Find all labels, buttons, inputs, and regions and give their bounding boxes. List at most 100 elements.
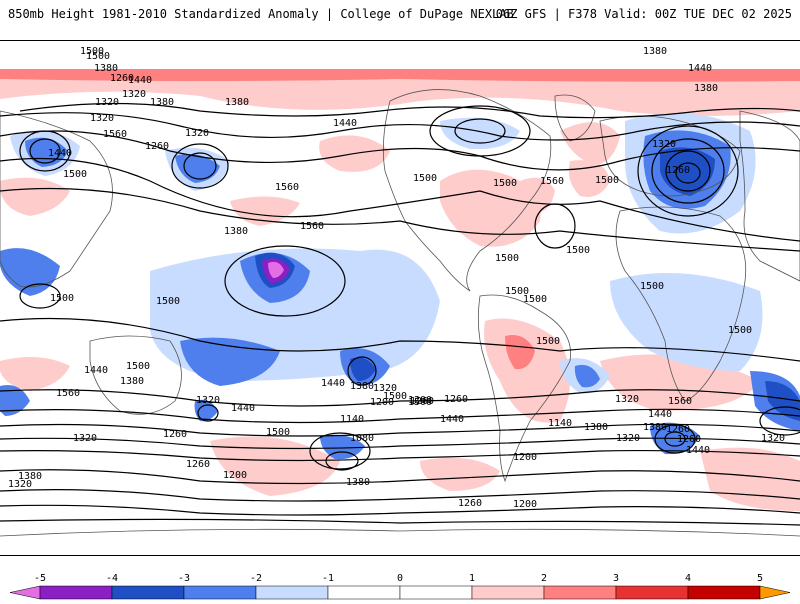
contour-label: 1500 bbox=[266, 427, 290, 438]
contour-label: 1560 bbox=[300, 221, 324, 232]
contour-label: 1260 bbox=[410, 396, 434, 407]
colorbar-tick-labels: -5 -4 -3 -2 -1 0 1 2 3 4 5 bbox=[0, 573, 800, 585]
low-indian-south bbox=[197, 404, 219, 422]
greenland-outline bbox=[554, 94, 596, 142]
europe-positive bbox=[560, 122, 620, 166]
arctic-strong-positive bbox=[0, 69, 800, 82]
contour-label: 1260 bbox=[110, 73, 134, 84]
africa-negative bbox=[610, 273, 763, 371]
colorbar-segment bbox=[471, 585, 545, 600]
contour-label: 1320 bbox=[73, 433, 97, 444]
height-contours bbox=[0, 102, 800, 526]
contour-label: 1320 bbox=[90, 113, 114, 124]
colorbar-segment bbox=[543, 585, 617, 600]
contour-label: 1560 bbox=[56, 388, 80, 399]
contour-label: 1560 bbox=[103, 129, 127, 140]
colorbar-max-arrow bbox=[759, 585, 791, 600]
contour-label: 1500 bbox=[86, 51, 110, 62]
contour-1380-south bbox=[0, 437, 800, 450]
contour-label: 1260 bbox=[666, 424, 690, 435]
sa-strong-positive bbox=[505, 335, 535, 370]
atlantic-south-negative-core bbox=[574, 364, 600, 388]
contour-label: 1500 bbox=[63, 169, 87, 180]
sw-pacific-negative bbox=[0, 385, 30, 416]
colorbar-svg bbox=[9, 585, 791, 600]
indian-negative bbox=[0, 248, 60, 296]
low-south-pacific bbox=[309, 432, 371, 470]
colorbar-segment bbox=[327, 585, 401, 600]
contour-label: 1320 bbox=[196, 395, 220, 406]
map-title: 850mb Height 1981-2010 Standardized Anom… bbox=[8, 7, 514, 21]
contour-1320-north bbox=[19, 102, 800, 119]
contour-1500-tropics bbox=[0, 317, 800, 362]
colorbar-tick-label: -5 bbox=[33, 573, 47, 584]
contour-label: 1500 bbox=[566, 245, 590, 256]
low-europe-4 bbox=[675, 162, 701, 184]
contour-label: 1140 bbox=[340, 414, 364, 425]
low-siberia-inner bbox=[29, 138, 61, 164]
contour-label: 1200 bbox=[408, 395, 432, 406]
contour-label: 1440 bbox=[688, 63, 712, 74]
colorbar-min-arrow bbox=[9, 585, 41, 600]
high-atlantic bbox=[534, 203, 576, 249]
arctic-negative bbox=[440, 117, 520, 150]
se-pacific-negative-core bbox=[765, 381, 800, 421]
colorbar-tick-label: 2 bbox=[540, 573, 548, 584]
southern-positive-1 bbox=[210, 436, 340, 496]
colorbar-tick-label: -1 bbox=[321, 573, 335, 584]
contour-label: 1440 bbox=[84, 365, 108, 376]
north-america-outline bbox=[382, 89, 552, 292]
contour-label: 1500 bbox=[493, 178, 517, 189]
low-arctic bbox=[429, 105, 531, 157]
low-arctic-inner bbox=[454, 118, 506, 144]
contour-labels: 1500144013801320132013801500132012601380… bbox=[8, 46, 785, 510]
tropical-negative-mid bbox=[180, 337, 280, 386]
asia-positive bbox=[0, 177, 70, 216]
colorbar-segment bbox=[399, 585, 473, 600]
colorbar-tick-label: 0 bbox=[396, 573, 404, 584]
contour-1560-south bbox=[0, 389, 800, 407]
contour-label: 1380 bbox=[350, 381, 374, 392]
contour-label: 1380 bbox=[94, 63, 118, 74]
siberia-negative-core bbox=[25, 137, 68, 167]
contour-label: 1440 bbox=[686, 445, 710, 456]
indian-positive bbox=[0, 357, 70, 391]
low-south-atlantic bbox=[654, 424, 696, 454]
antarctica-outline bbox=[0, 528, 800, 537]
contour-label: 1320 bbox=[8, 479, 32, 490]
contour-label: 1320 bbox=[615, 394, 639, 405]
contour-label: 1500 bbox=[495, 253, 519, 264]
contour-1440-south bbox=[0, 423, 800, 437]
low-siberia bbox=[19, 130, 71, 172]
colorbar-tick-label: 3 bbox=[612, 573, 620, 584]
colorbar-tick-label: 5 bbox=[756, 573, 764, 584]
contour-1260-far-south bbox=[0, 518, 800, 526]
south-pacific-negative-core bbox=[350, 357, 376, 381]
colorbar bbox=[0, 585, 800, 600]
contour-label: 1560 bbox=[540, 176, 564, 187]
contour-label: 1500 bbox=[728, 325, 752, 336]
contour-label: 1380 bbox=[694, 83, 718, 94]
contour-label: 1500 bbox=[408, 397, 432, 408]
contour-label: 1500 bbox=[50, 293, 74, 304]
colorbar-tick-label: 1 bbox=[468, 573, 476, 584]
contour-label: 1380 bbox=[346, 477, 370, 488]
contour-label: 1380 bbox=[224, 226, 248, 237]
map-canvas: 1500144013801320132013801500132012601380… bbox=[0, 46, 800, 537]
contour-label: 1440 bbox=[333, 118, 357, 129]
contour-label: 1380 bbox=[150, 97, 174, 108]
contour-label: 1560 bbox=[668, 396, 692, 407]
colorbar-segment bbox=[687, 585, 761, 600]
contour-label: 1440 bbox=[440, 414, 464, 425]
colorbar-segment bbox=[111, 585, 185, 600]
europe-outline bbox=[599, 115, 741, 197]
contour-1320-south bbox=[0, 449, 800, 462]
pacific-positive-1 bbox=[230, 196, 300, 226]
contour-label: 1500 bbox=[640, 281, 664, 292]
colorbar-segment bbox=[255, 585, 329, 600]
high-pacific-1500 bbox=[224, 245, 346, 317]
contour-label: 1440 bbox=[48, 148, 72, 159]
contour-label: 1440 bbox=[321, 378, 345, 389]
contour-label: 1500 bbox=[595, 175, 619, 186]
contour-label: 1380 bbox=[584, 422, 608, 433]
